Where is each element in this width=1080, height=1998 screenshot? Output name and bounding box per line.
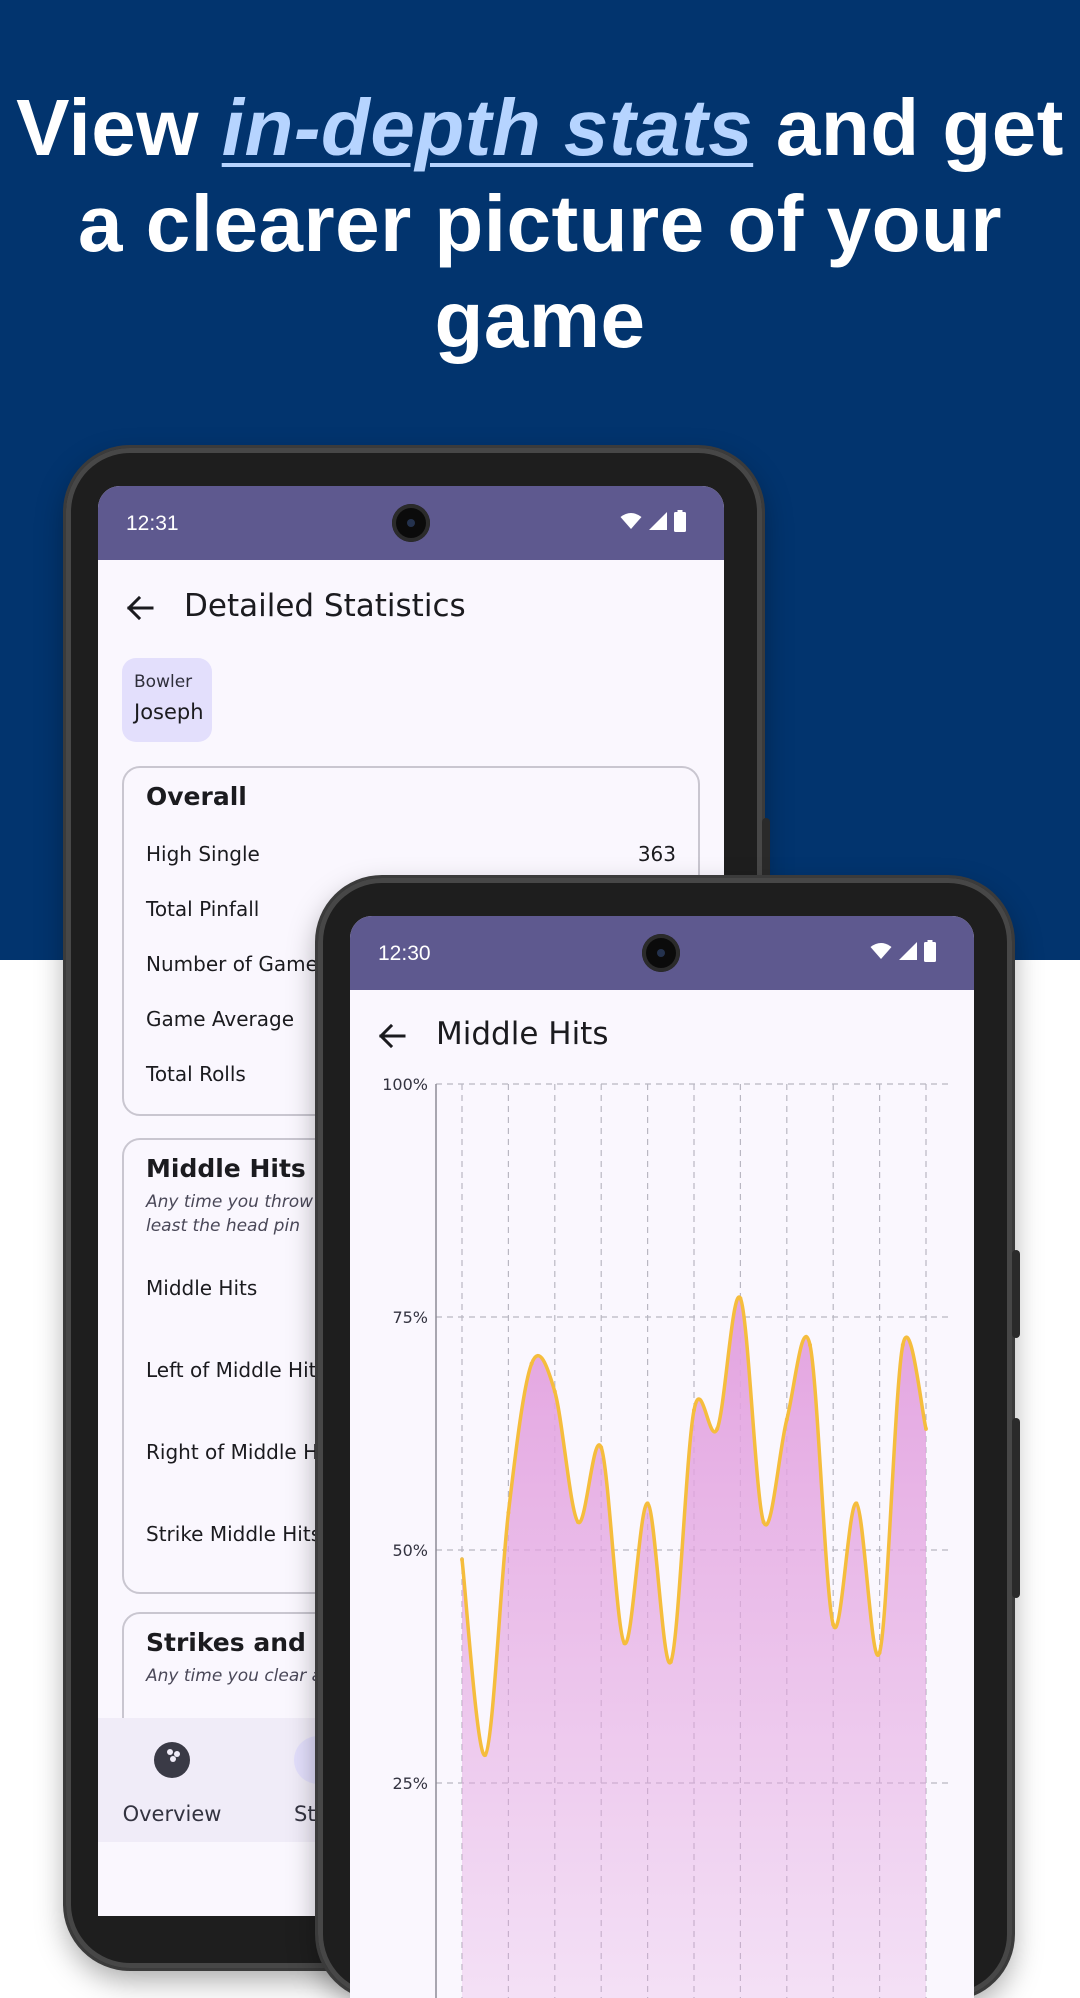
row-label-total-rolls: Total Rolls bbox=[146, 1062, 246, 1086]
back-arrow-icon[interactable] bbox=[376, 1020, 408, 1052]
middle-hits-description: Any time you throw least the head pin bbox=[146, 1192, 314, 1236]
page-title: Detailed Statistics bbox=[184, 588, 466, 624]
status-icons bbox=[870, 940, 936, 962]
status-time: 12:31 bbox=[126, 512, 179, 535]
row-label-middle-hits: Middle Hits bbox=[146, 1276, 258, 1300]
data-point bbox=[668, 1659, 673, 1664]
data-point bbox=[483, 1753, 488, 1758]
status-time: 12:30 bbox=[378, 942, 431, 965]
battery-icon bbox=[674, 510, 686, 532]
wifi-icon bbox=[870, 943, 892, 959]
data-point bbox=[599, 1445, 604, 1450]
data-point bbox=[460, 1557, 464, 1562]
strikes-spares-description: Any time you clear a bbox=[146, 1666, 323, 1686]
data-point bbox=[877, 1650, 882, 1655]
headline-after: and get a clearer picture of your game bbox=[78, 83, 1064, 364]
camera-cutout bbox=[642, 934, 680, 972]
wifi-icon bbox=[620, 513, 642, 529]
phone2-screen: 12:30 Middle Hits 100% 75% 50% 25% bbox=[350, 916, 974, 1998]
bowling-ball-icon bbox=[154, 1742, 190, 1778]
middle-hits-chart: 100% 75% 50% 25% bbox=[382, 1075, 950, 1998]
signal-icon bbox=[649, 512, 667, 530]
data-point bbox=[715, 1426, 720, 1431]
status-bar: 12:31 bbox=[98, 486, 724, 560]
bowler-name: Joseph bbox=[134, 700, 204, 724]
row-label-number-of-games: Number of Games bbox=[146, 952, 329, 976]
data-point bbox=[692, 1408, 696, 1413]
data-point bbox=[552, 1389, 557, 1394]
data-point bbox=[576, 1520, 580, 1525]
y-tick-label: 25% bbox=[392, 1774, 428, 1793]
data-point bbox=[738, 1296, 743, 1301]
data-point bbox=[854, 1501, 859, 1506]
data-point bbox=[831, 1622, 836, 1627]
overall-title: Overall bbox=[146, 782, 247, 811]
bowler-filter-chip[interactable]: Bowler Joseph bbox=[122, 658, 212, 742]
bowler-label: Bowler bbox=[134, 672, 193, 692]
nav-item-overview[interactable]: Overview bbox=[118, 1732, 226, 1832]
row-label-strike-middle: Strike Middle Hits bbox=[146, 1522, 322, 1546]
phone-volume-button bbox=[1012, 1418, 1020, 1598]
data-point bbox=[924, 1426, 928, 1431]
row-label-high-single: High Single bbox=[146, 842, 260, 866]
row-label-game-average: Game Average bbox=[146, 1007, 295, 1031]
headline-accent: in-depth stats bbox=[221, 83, 754, 172]
data-point bbox=[900, 1342, 905, 1347]
row-label-total-pinfall: Total Pinfall bbox=[146, 897, 260, 921]
y-tick-label: 100% bbox=[382, 1075, 428, 1094]
data-point bbox=[761, 1520, 766, 1525]
data-point bbox=[784, 1417, 789, 1422]
battery-icon bbox=[924, 940, 936, 962]
headline: View in-depth stats and get a clearer pi… bbox=[0, 80, 1080, 368]
data-point bbox=[645, 1501, 650, 1506]
y-tick-label: 75% bbox=[392, 1308, 428, 1327]
row-value-high-single: 363 bbox=[637, 842, 676, 866]
phone-side-button bbox=[1012, 1250, 1020, 1338]
row-label-left-of-middle: Left of Middle Hits bbox=[146, 1358, 327, 1382]
series-area bbox=[462, 1297, 926, 1998]
phone-side-button bbox=[762, 818, 770, 908]
status-icons bbox=[620, 510, 686, 532]
y-tick-label: 50% bbox=[392, 1541, 428, 1560]
phone-middle-hits-chart: 12:30 Middle Hits 100% 75% 50% 25% bbox=[318, 878, 1020, 1998]
headline-before: View bbox=[16, 83, 222, 172]
strikes-spares-title: Strikes and Sp bbox=[146, 1628, 351, 1657]
nav-label-overview: Overview bbox=[122, 1802, 222, 1826]
back-arrow-icon[interactable] bbox=[124, 592, 156, 624]
camera-cutout bbox=[392, 504, 430, 542]
data-point bbox=[808, 1342, 812, 1347]
status-bar: 12:30 bbox=[350, 916, 974, 990]
data-point bbox=[529, 1361, 534, 1366]
signal-icon bbox=[899, 942, 917, 960]
middle-hits-title: Middle Hits bbox=[146, 1154, 306, 1183]
page-title: Middle Hits bbox=[436, 1016, 609, 1052]
data-point bbox=[506, 1510, 511, 1515]
row-label-right-of-middle: Right of Middle Hi bbox=[146, 1440, 324, 1464]
data-point bbox=[622, 1641, 627, 1646]
